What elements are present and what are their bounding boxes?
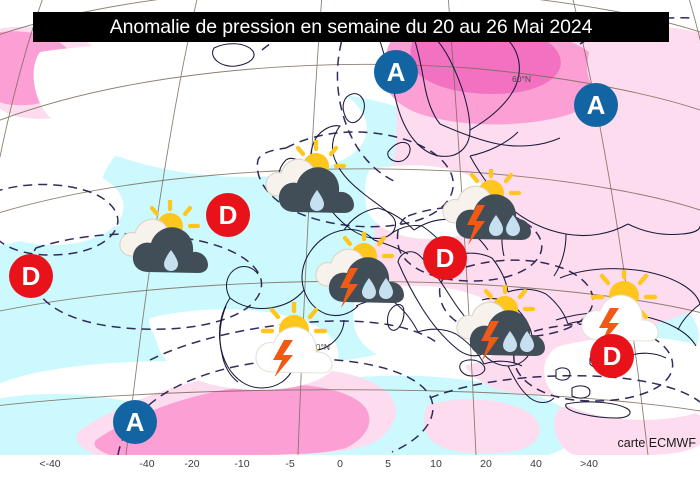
lightning-bolt-glyph — [273, 340, 293, 378]
sun-cloud-rain-icon — [260, 138, 356, 216]
lat-label: 60°N — [512, 74, 531, 84]
marker-label: A — [586, 90, 606, 120]
marker-label: D — [21, 261, 41, 291]
sun-cloud-rain-icon — [114, 198, 210, 276]
raindrop-glyph — [520, 331, 534, 352]
cloud-front-glyph — [278, 167, 354, 213]
color-scale-tick: >40 — [580, 458, 598, 470]
raindrop-glyph — [503, 331, 517, 352]
marker-label: A — [386, 57, 406, 87]
anomaly-map-svg: 60°N 50°N 40°N — [0, 0, 700, 455]
color-scale-tick: -10 — [234, 458, 250, 470]
sun-cloud-storm-icon — [441, 166, 537, 245]
low-pressure-marker-atlantic[interactable]: D — [9, 254, 53, 298]
marker-label: D — [435, 243, 455, 273]
color-scale: <-40 -40 -20 -10 -5 0 5 10 20 40 >40 — [0, 455, 700, 500]
lat-label: 40°N — [311, 342, 330, 352]
lightning-bolt-glyph — [599, 308, 619, 346]
raindrop-glyph — [506, 215, 520, 236]
color-scale-tick: -40 — [139, 458, 155, 470]
low-pressure-marker-central-europe[interactable]: D — [423, 236, 467, 280]
marker-label: A — [125, 407, 145, 437]
page-title: Anomalie de pression en semaine du 20 au… — [109, 15, 593, 38]
sun-cloud-lightning-icon — [246, 300, 340, 378]
lightning-bolt-glyph — [467, 205, 485, 245]
cloud-front-glyph — [132, 227, 208, 273]
map-attribution: carte ECMWF — [617, 436, 696, 450]
cloud-glyph — [581, 294, 659, 342]
color-scale-tick: 0 — [337, 458, 343, 470]
raindrop-glyph — [310, 190, 324, 211]
color-scale-tick: 10 — [430, 458, 442, 470]
map-title-banner: Anomalie de pression en semaine du 20 au… — [33, 12, 669, 42]
color-scale-tick: <-40 — [39, 458, 61, 470]
color-scale-tick: 40 — [530, 458, 542, 470]
high-pressure-marker-north-sea[interactable]: A — [374, 50, 418, 94]
low-pressure-marker-east-mediterranean[interactable]: D — [590, 334, 634, 378]
sun-cloud-storm-icon — [455, 282, 551, 361]
color-scale-tick: 20 — [480, 458, 492, 470]
color-scale-tick: -5 — [285, 458, 295, 470]
raindrop-glyph — [164, 250, 178, 271]
raindrop-glyph — [489, 215, 503, 236]
marker-label: D — [218, 200, 238, 230]
low-pressure-marker-channel[interactable]: D — [206, 193, 250, 237]
marker-label: D — [602, 341, 622, 371]
map-canvas[interactable]: 60°N 50°N 40°N Anomalie de pression en s… — [0, 0, 700, 455]
color-scale-tick: -20 — [184, 458, 200, 470]
color-scale-tick-labels: <-40 -40 -20 -10 -5 0 5 10 20 40 >40 — [0, 455, 700, 473]
raindrop-glyph — [362, 278, 376, 299]
cloud-glyph — [255, 326, 333, 374]
lightning-bolt-glyph — [481, 321, 499, 361]
sun-cloud-lightning-icon — [574, 267, 668, 346]
raindrop-glyph — [379, 278, 393, 299]
high-pressure-marker-russia[interactable]: A — [574, 83, 618, 127]
sun-cloud-storm-icon — [314, 229, 410, 308]
color-scale-tick: 5 — [385, 458, 391, 470]
anomaly-neutral-regions — [0, 44, 700, 420]
lightning-bolt-glyph — [340, 268, 358, 308]
high-pressure-marker-azores[interactable]: A — [113, 400, 157, 444]
